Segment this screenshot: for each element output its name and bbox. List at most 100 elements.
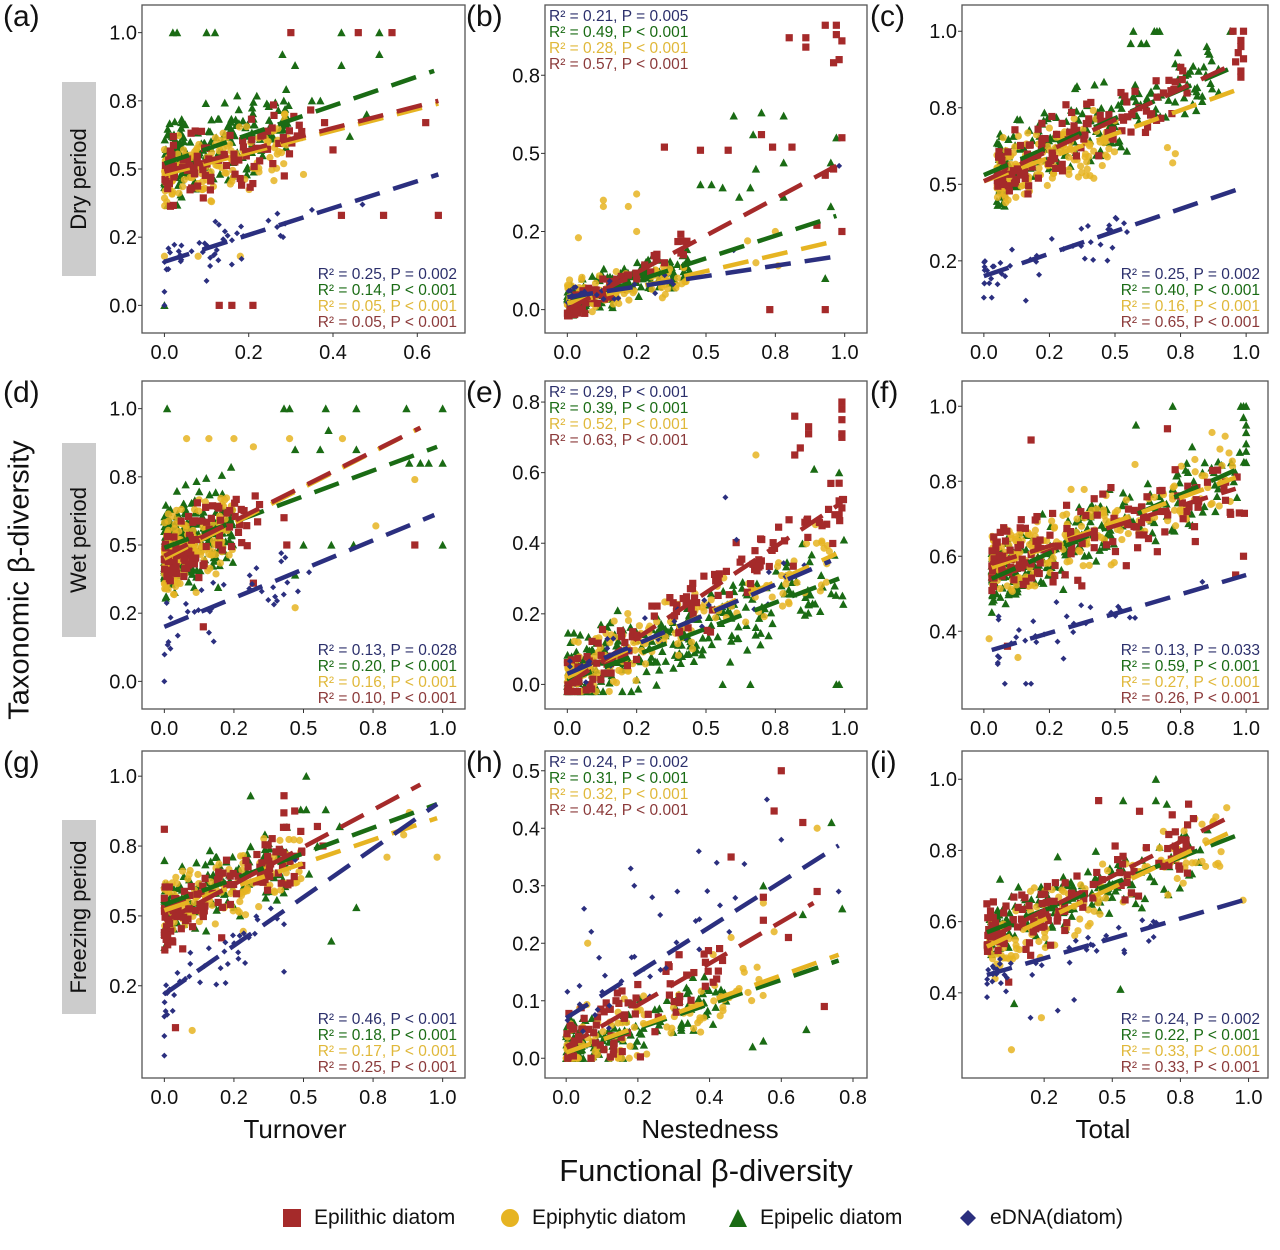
data-point-square	[612, 275, 621, 283]
data-point-triangle	[315, 445, 325, 454]
data-point-square	[169, 201, 177, 209]
data-point-triangle	[816, 571, 826, 579]
data-point-square	[567, 687, 575, 696]
data-point-square	[1080, 895, 1088, 903]
data-point-square	[624, 271, 633, 279]
data-point-square	[998, 566, 1006, 574]
data-point-triangle	[1090, 80, 1099, 89]
data-point-diamond	[997, 980, 1004, 987]
data-point-square	[758, 535, 766, 544]
data-point-triangle	[1162, 799, 1171, 808]
data-point-triangle	[655, 665, 664, 674]
x-tick-label: 0.2	[623, 342, 651, 364]
data-point-square	[704, 947, 713, 955]
panel-frame	[961, 750, 1269, 1079]
data-point-square	[218, 934, 226, 942]
data-point-diamond	[741, 860, 748, 867]
data-point-circle	[1180, 827, 1188, 835]
data-point-square	[1182, 840, 1190, 849]
data-point-square	[1185, 503, 1193, 511]
data-point-triangle	[438, 404, 447, 413]
data-point-square	[216, 516, 225, 524]
data-point-square	[165, 902, 173, 910]
x-tick-label: 1.0	[831, 342, 859, 364]
data-point-diamond	[610, 635, 617, 642]
data-point-circle	[235, 123, 243, 131]
data-point-square	[1168, 110, 1176, 118]
data-point-diamond	[600, 296, 607, 303]
data-point-triangle	[210, 557, 219, 565]
data-point-square	[588, 637, 596, 646]
data-point-triangle	[800, 610, 810, 619]
x-tick-label: 1.0	[429, 1087, 457, 1109]
data-point-triangle	[1129, 92, 1138, 101]
data-point-square	[160, 894, 168, 902]
data-point-square	[1017, 915, 1026, 923]
y-tick-label: 0.2	[109, 227, 137, 249]
data-point-square	[634, 980, 642, 989]
data-point-circle	[1007, 1046, 1016, 1054]
data-point-diamond	[272, 593, 279, 600]
data-point-triangle	[1118, 501, 1127, 510]
data-point-circle	[778, 602, 787, 610]
data-point-square	[1220, 484, 1228, 492]
stats-annotation: R² = 0.27, P < 0.001	[1121, 674, 1260, 691]
data-point-triangle	[754, 614, 764, 622]
data-point-triangle	[1118, 796, 1128, 805]
data-point-square	[1121, 896, 1129, 904]
regression-line	[566, 163, 838, 312]
plot-grid: 0.0 0.2 0.4 0.60.00.20.50.81.0R² = 0.25, P …	[109, 4, 1269, 1109]
y-tick-label: 0.5	[929, 174, 957, 196]
data-point-diamond	[163, 266, 170, 273]
data-point-circle	[753, 963, 761, 971]
data-point-triangle	[228, 852, 237, 861]
data-point-square	[838, 37, 846, 45]
data-point-diamond	[593, 291, 600, 298]
data-point-diamond	[1033, 639, 1040, 646]
data-point-square	[666, 594, 674, 602]
data-point-square	[1085, 115, 1093, 123]
data-point-circle	[1083, 158, 1091, 166]
data-point-triangle	[375, 28, 384, 37]
regression-line	[985, 830, 1231, 949]
data-point-square	[1050, 897, 1058, 905]
data-point-square	[582, 686, 590, 694]
data-point-square	[620, 1014, 628, 1022]
data-point-square	[838, 504, 846, 512]
data-point-square	[164, 185, 172, 193]
data-point-triangle	[192, 477, 201, 486]
data-point-square	[207, 177, 215, 185]
panel-letter-i: (i)	[870, 746, 897, 779]
data-point-square	[1006, 546, 1014, 554]
data-point-square	[1052, 164, 1060, 172]
data-point-square	[239, 137, 247, 145]
data-point-square	[379, 211, 388, 219]
data-point-triangle	[569, 628, 579, 637]
data-point-square	[291, 807, 299, 815]
stats-annotation: R² = 0.39, P < 0.001	[549, 400, 688, 417]
regression-line	[163, 512, 436, 629]
data-point-circle	[164, 517, 172, 525]
y-tick-label: 0.3	[512, 876, 540, 898]
data-point-diamond	[698, 623, 705, 630]
data-point-triangle	[752, 579, 762, 588]
data-point-square	[207, 514, 215, 522]
regression-line	[991, 486, 1237, 566]
stats-annotation: R² = 0.25, P = 0.002	[1121, 266, 1260, 283]
data-point-square	[679, 594, 687, 603]
data-point-circle	[624, 667, 632, 675]
data-point-triangle	[316, 96, 325, 105]
data-point-diamond	[652, 290, 659, 297]
data-point-circle	[1164, 891, 1172, 899]
data-point-square	[229, 869, 237, 878]
data-point-square	[1080, 135, 1088, 143]
data-point-circle	[818, 539, 826, 547]
data-point-square	[197, 127, 206, 135]
data-point-diamond	[1054, 1007, 1061, 1014]
data-point-triangle	[661, 657, 671, 665]
data-point-diamond	[566, 658, 573, 665]
data-point-square	[166, 919, 174, 928]
data-point-triangle	[707, 180, 716, 189]
regression-line	[163, 425, 422, 558]
data-point-circle	[255, 903, 263, 911]
